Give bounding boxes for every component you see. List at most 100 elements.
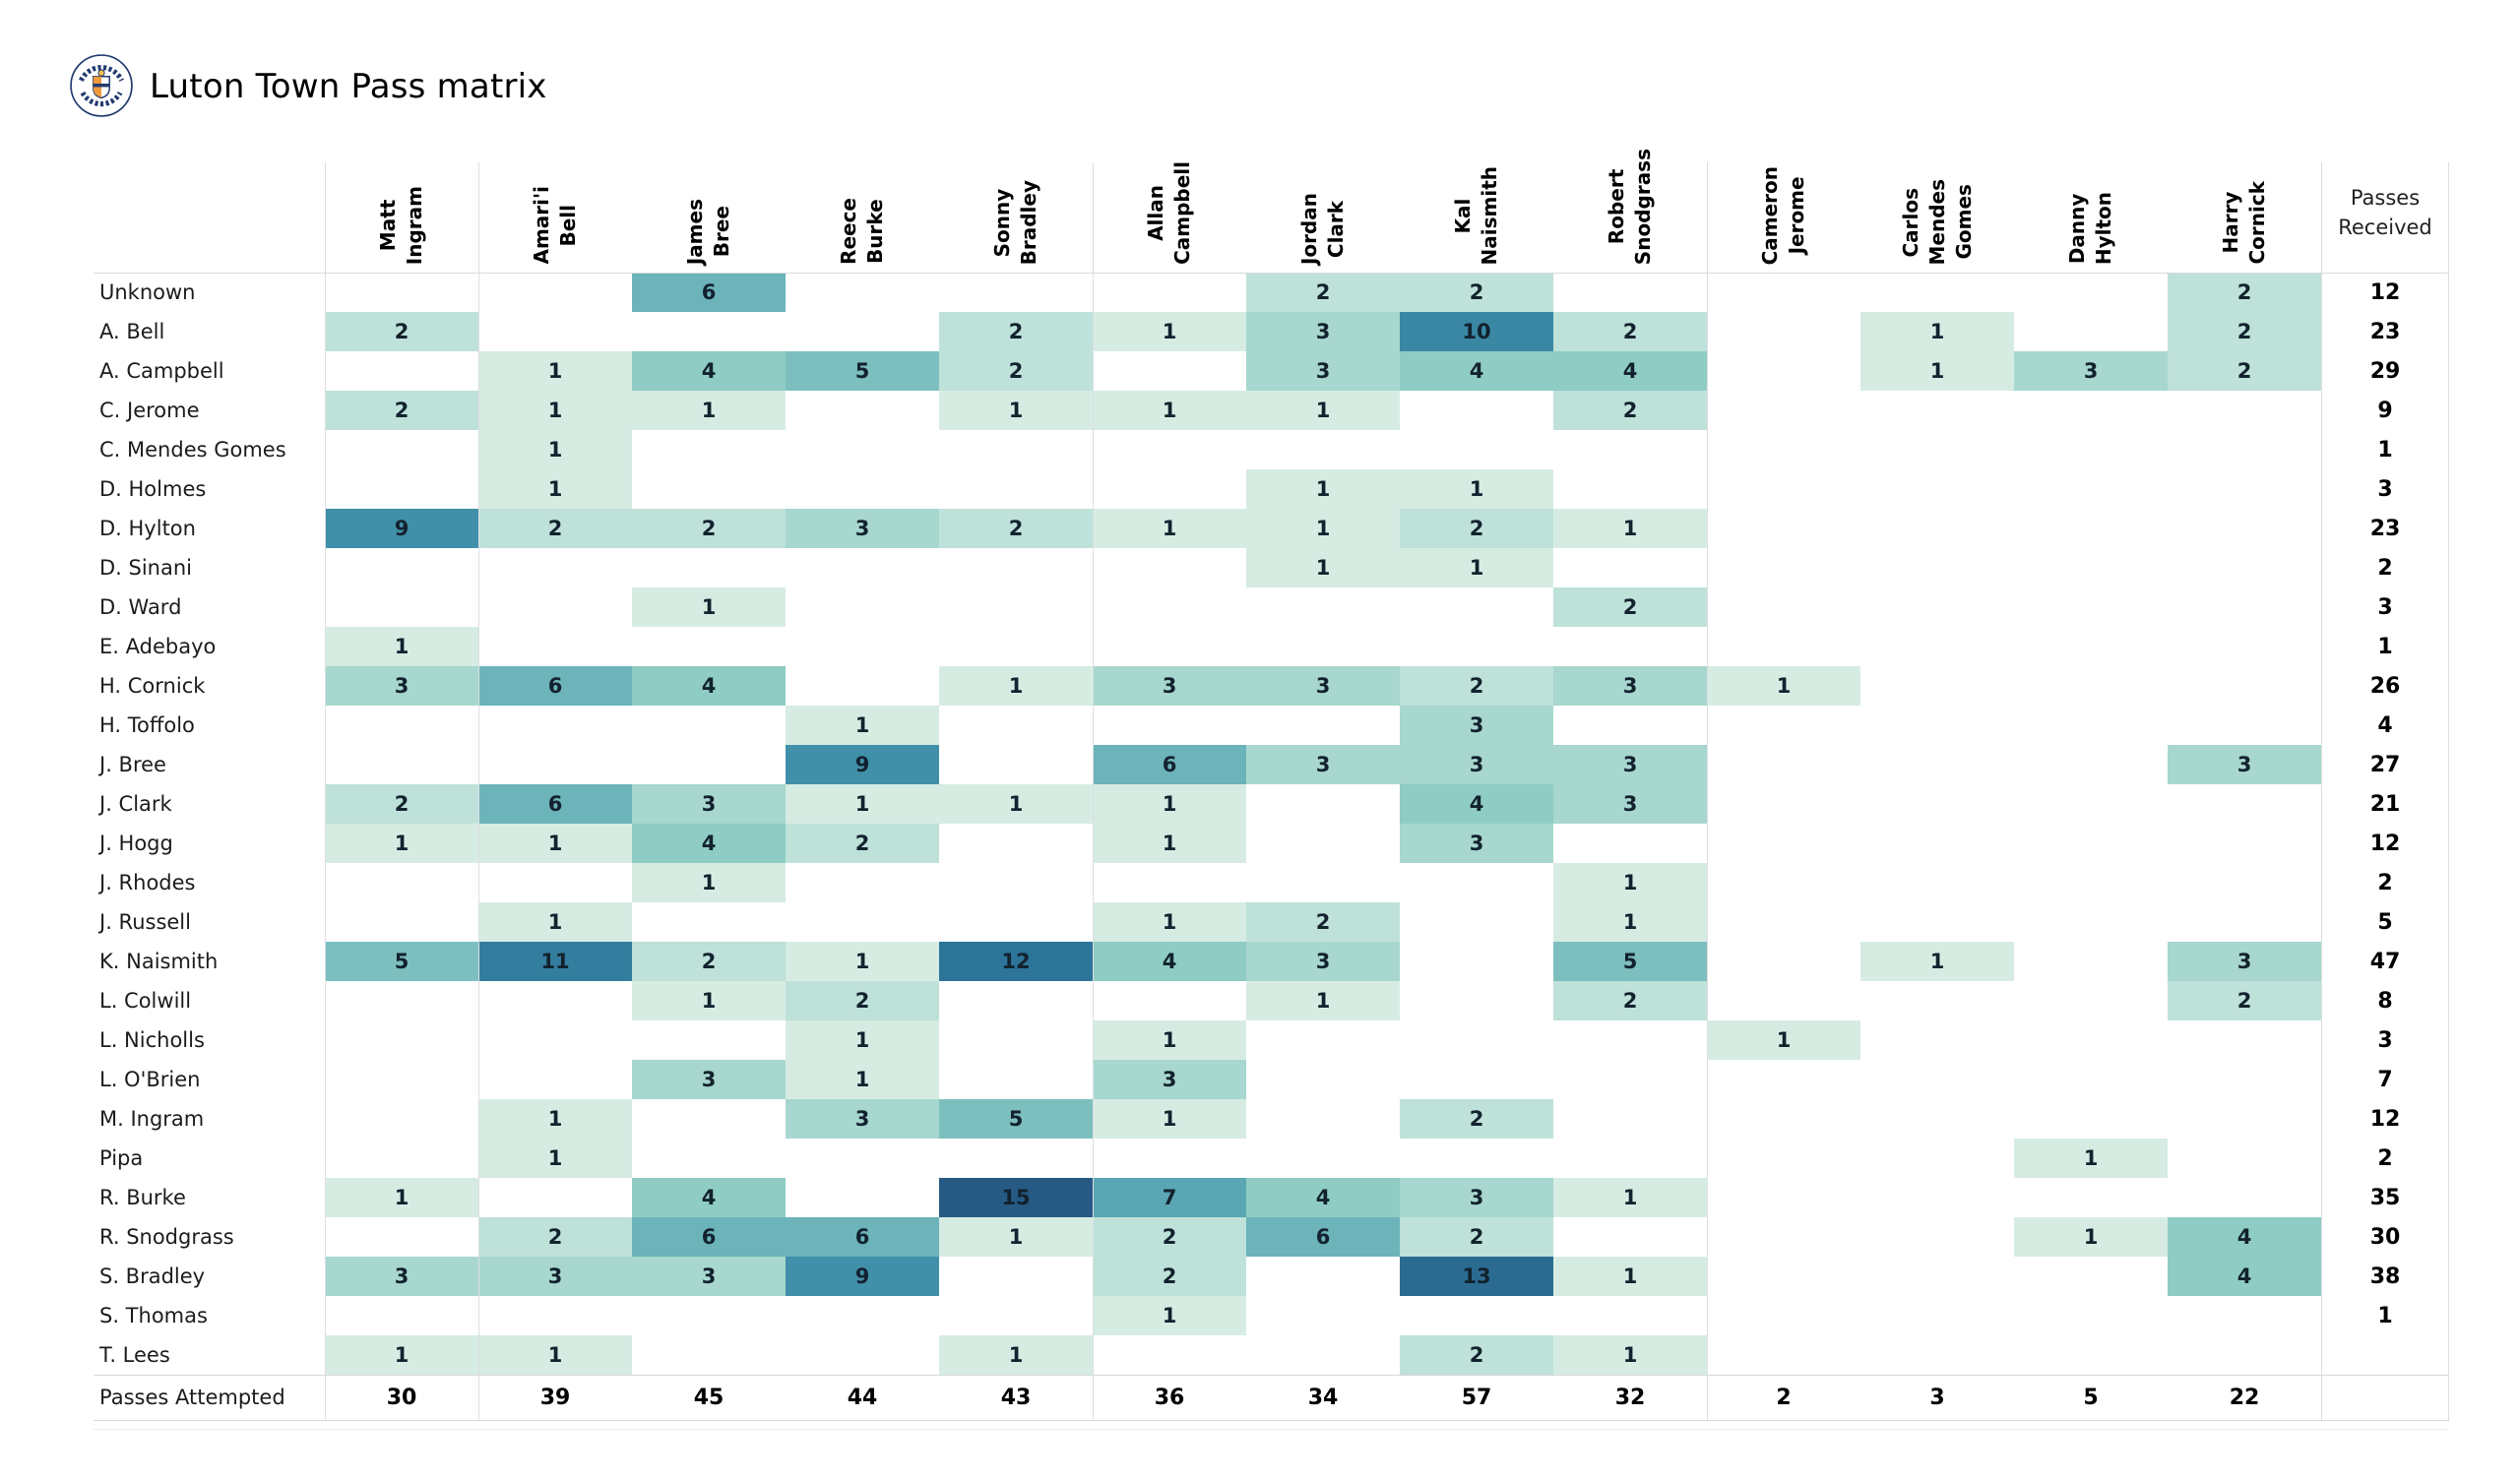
matrix-cell: 1 (939, 784, 1093, 824)
matrix-cell: 1 (632, 391, 786, 430)
matrix-cell: 4 (632, 824, 786, 863)
matrix-cell: 1 (632, 587, 786, 627)
matrix-cell: 2 (2168, 312, 2321, 351)
row-label: L. Colwill (99, 989, 192, 1013)
row-label: R. Burke (99, 1186, 186, 1209)
matrix-cell: 2 (786, 824, 939, 863)
matrix-cell: 1 (2014, 1139, 2168, 1178)
column-header-label: Reece Burke (837, 198, 887, 265)
passes-received-value: 23 (2369, 516, 2401, 541)
matrix-cell: 1 (325, 627, 478, 666)
matrix-cell: 3 (1246, 942, 1400, 981)
grid-separator-line (94, 1420, 2449, 1421)
matrix-cell: 1 (939, 666, 1093, 706)
matrix-cell: 3 (1553, 745, 1707, 784)
matrix-cell: 6 (1246, 1217, 1400, 1257)
column-header-label: Matt Ingram (376, 185, 426, 265)
passes-received-value: 3 (2377, 594, 2393, 620)
matrix-cell: 2 (786, 981, 939, 1020)
matrix-cell: 2 (1553, 312, 1707, 351)
matrix-cell: 1 (1093, 312, 1246, 351)
passes-received-value: 5 (2377, 909, 2393, 935)
passes-received-value: 2 (2377, 555, 2393, 581)
matrix-cell: 1 (786, 1060, 939, 1099)
column-header-label: Harry Cornick (2219, 181, 2269, 265)
matrix-cell: 2 (2168, 981, 2321, 1020)
matrix-cell: 1 (1707, 1020, 1860, 1060)
matrix-cell: 2 (1093, 1257, 1246, 1296)
row-label: T. Lees (99, 1343, 170, 1367)
passes-attempted-value: 34 (1307, 1385, 1339, 1410)
matrix-cell: 2 (1246, 273, 1400, 312)
matrix-cell: 10 (1400, 312, 1553, 351)
matrix-cell: 1 (1246, 548, 1400, 587)
passes-received-value: 2 (2377, 1145, 2393, 1171)
passes-received-value: 27 (2369, 752, 2401, 777)
row-label: D. Ward (99, 595, 182, 619)
matrix-cell: 13 (1400, 1257, 1553, 1296)
passes-attempted-value: 36 (1154, 1385, 1185, 1410)
matrix-cell: 1 (1860, 312, 2014, 351)
column-header-label: Amari'i Bell (530, 186, 580, 265)
matrix-cell: 1 (786, 1020, 939, 1060)
matrix-cell: 2 (1553, 391, 1707, 430)
passes-received-value: 7 (2377, 1067, 2393, 1092)
passes-received-value: 1 (2377, 634, 2393, 659)
matrix-cell: 3 (325, 666, 478, 706)
matrix-cell: 1 (478, 1335, 632, 1375)
passes-received-value: 29 (2369, 358, 2401, 384)
row-label: L. Nicholls (99, 1028, 205, 1052)
column-header-label: Cameron Jerome (1758, 165, 1808, 265)
passes-attempted-value: 32 (1614, 1385, 1646, 1410)
passes-attempted-value: 2 (1776, 1385, 1792, 1410)
passes-attempted-value: 30 (386, 1385, 417, 1410)
passes-attempted-value: 44 (847, 1385, 878, 1410)
row-label: C. Mendes Gomes (99, 438, 286, 462)
matrix-cell: 1 (1246, 981, 1400, 1020)
row-label: Pipa (99, 1146, 144, 1170)
column-header-cell: Robert Snodgrass (1553, 149, 1707, 273)
matrix-cell: 2 (1400, 666, 1553, 706)
row-label: L. O'Brien (99, 1068, 201, 1091)
matrix-cell: 3 (1553, 784, 1707, 824)
matrix-cell: 3 (325, 1257, 478, 1296)
matrix-cell: 4 (2168, 1257, 2321, 1296)
matrix-cell: 2 (325, 312, 478, 351)
grid-separator-line (1093, 162, 1094, 1420)
matrix-cell: 1 (939, 391, 1093, 430)
matrix-cell: 1 (1400, 469, 1553, 509)
matrix-cell: 3 (1093, 1060, 1246, 1099)
pass-matrix-heatmap: Passes Received Passes Attempted Matt In… (94, 149, 2449, 1432)
column-header-cell: Harry Cornick (2168, 153, 2321, 273)
matrix-cell: 1 (1553, 509, 1707, 548)
row-label: J. Hogg (99, 832, 173, 855)
matrix-cell: 3 (786, 1099, 939, 1139)
matrix-cell: 3 (2014, 351, 2168, 391)
row-label: A. Bell (99, 320, 165, 343)
matrix-cell: 2 (1553, 587, 1707, 627)
matrix-cell: 1 (1860, 942, 2014, 981)
matrix-cell: 1 (478, 1099, 632, 1139)
matrix-cell: 1 (1246, 469, 1400, 509)
column-header-label: Allan Campbell (1144, 161, 1194, 265)
row-label: M. Ingram (99, 1107, 205, 1131)
column-header-label: Robert Snodgrass (1605, 148, 1655, 265)
matrix-cell: 4 (1400, 784, 1553, 824)
matrix-cell: 2 (1400, 1099, 1553, 1139)
row-label: J. Rhodes (99, 871, 196, 894)
passes-received-value: 9 (2377, 398, 2393, 423)
matrix-cell: 1 (1553, 1178, 1707, 1217)
matrix-cell: 3 (1400, 706, 1553, 745)
matrix-cell: 15 (939, 1178, 1093, 1217)
row-label: D. Hylton (99, 517, 196, 540)
passes-attempted-value: 3 (1929, 1385, 1945, 1410)
matrix-cell: 5 (786, 351, 939, 391)
column-header-cell: Cameron Jerome (1707, 153, 1860, 273)
passes-received-value: 38 (2369, 1264, 2401, 1289)
matrix-cell: 1 (1093, 902, 1246, 942)
chart-title: Luton Town Pass matrix (150, 67, 547, 106)
matrix-cell: 1 (325, 1335, 478, 1375)
matrix-cell: 3 (1553, 666, 1707, 706)
matrix-cell: 1 (1707, 666, 1860, 706)
matrix-cell: 7 (1093, 1178, 1246, 1217)
